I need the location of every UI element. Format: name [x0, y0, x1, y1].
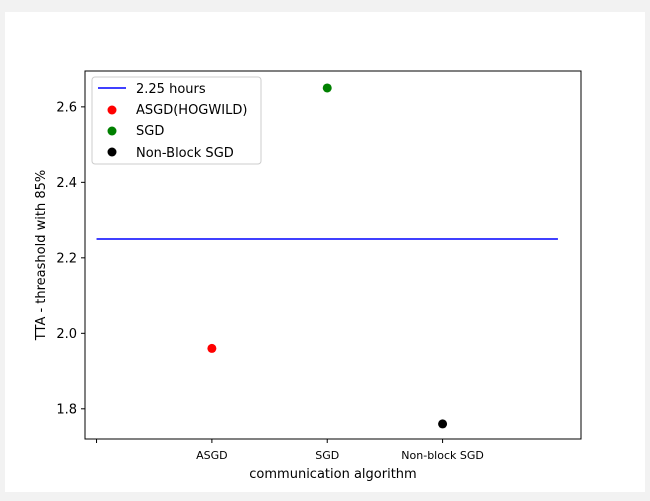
y-axis: 1.8 2.0 2.2 2.4 2.6 [56, 100, 85, 417]
data-point-sgd [322, 83, 332, 93]
legend-label-asgd-hogwild: ASGD(HOGWILD) [136, 103, 247, 118]
x-axis-label: communication algorithm [249, 467, 416, 482]
data-point-asgd-hogwild [207, 343, 217, 353]
x-tick-label: ASGD [196, 449, 228, 462]
legend-marker-non-block-sgd [107, 147, 117, 157]
x-axis: ASGD SGD Non-block SGD [96, 439, 484, 462]
y-axis-label: TTA - threashold with 85% [34, 170, 49, 341]
legend-marker-sgd [107, 126, 117, 136]
x-tick-label: SGD [315, 449, 339, 462]
x-tick-label: Non-block SGD [401, 449, 484, 462]
figure: 1.8 2.0 2.2 2.4 2.6 ASGD SGD Non-block SGD com… [5, 12, 645, 492]
chart: 1.8 2.0 2.2 2.4 2.6 ASGD SGD Non-block SGD com… [34, 70, 582, 482]
y-tick-label: 2.6 [56, 100, 77, 115]
y-tick-label: 1.8 [56, 402, 77, 417]
legend-label-reference-line: 2.25 hours [136, 82, 206, 97]
legend-label-sgd: SGD [136, 124, 164, 139]
legend: 2.25 hours ASGD(HOGWILD) SGD Non-Block S… [91, 76, 262, 165]
y-tick-label: 2.0 [56, 327, 77, 342]
y-tick-label: 2.4 [56, 176, 77, 191]
points-layer [207, 83, 448, 429]
legend-marker-asgd-hogwild [107, 105, 117, 115]
data-point-non-block-sgd [438, 419, 448, 429]
y-tick-label: 2.2 [56, 251, 77, 266]
legend-label-non-block-sgd: Non-Block SGD [136, 146, 234, 161]
legend-frame [91, 76, 262, 165]
